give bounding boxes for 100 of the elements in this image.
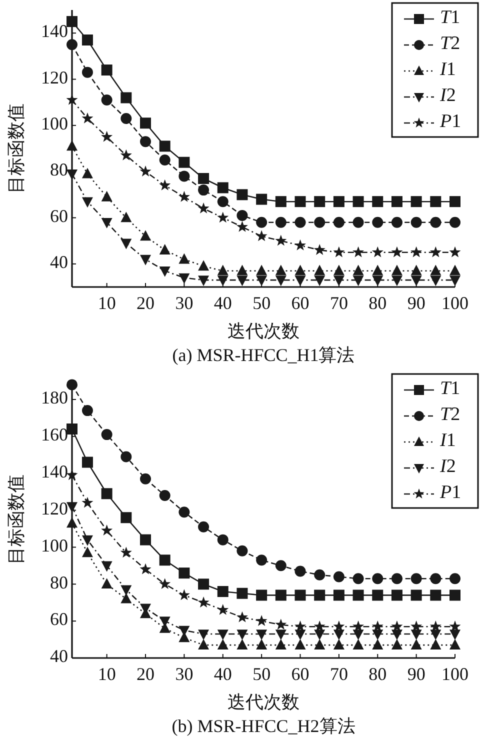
- point: [430, 246, 442, 258]
- point: [275, 560, 286, 572]
- point: [198, 184, 210, 196]
- point: [314, 196, 326, 208]
- x-tick-label: 70: [330, 664, 348, 684]
- x-tick-label: 20: [136, 293, 155, 313]
- point: [450, 216, 460, 228]
- point: [198, 630, 210, 640]
- y-tick-label: 120: [41, 67, 68, 88]
- point: [352, 216, 364, 228]
- point: [450, 630, 460, 640]
- point: [236, 630, 248, 640]
- x-tick-label: 30: [175, 293, 194, 313]
- point: [140, 563, 152, 574]
- y-tick-label: 140: [41, 461, 68, 482]
- x-tick-label: 20: [136, 664, 155, 684]
- point: [391, 216, 402, 228]
- point: [256, 615, 268, 626]
- point: [66, 140, 78, 151]
- point: [275, 264, 286, 276]
- point: [372, 590, 384, 601]
- point: [450, 276, 460, 286]
- point: [66, 16, 78, 28]
- point: [178, 156, 190, 168]
- point: [236, 545, 248, 556]
- point: [217, 182, 228, 194]
- point: [256, 639, 268, 650]
- point: [391, 620, 403, 632]
- point: [333, 620, 345, 632]
- point: [294, 216, 306, 228]
- point: [101, 578, 112, 589]
- point: [449, 620, 461, 632]
- point: [101, 190, 112, 202]
- point: [410, 246, 422, 258]
- point: [236, 276, 248, 286]
- point: [101, 218, 112, 228]
- point: [256, 264, 268, 276]
- point: [410, 620, 422, 632]
- point: [391, 573, 402, 584]
- point: [101, 94, 112, 106]
- point: [352, 264, 364, 276]
- point: [256, 276, 268, 286]
- point: [120, 546, 132, 558]
- point: [236, 639, 248, 650]
- point: [410, 630, 422, 640]
- point: [333, 571, 344, 582]
- x-tick-label: 10: [98, 664, 116, 684]
- point: [120, 92, 132, 104]
- point: [391, 246, 403, 258]
- point: [391, 276, 402, 286]
- point: [294, 566, 306, 577]
- point: [178, 273, 190, 284]
- point: [101, 64, 112, 76]
- point: [333, 264, 344, 276]
- y-tick-label: 100: [41, 535, 68, 556]
- point: [294, 196, 306, 208]
- point: [101, 130, 113, 142]
- y-tick-label: 140: [41, 21, 68, 42]
- point: [314, 264, 326, 276]
- point: [410, 264, 422, 276]
- point: [294, 590, 306, 601]
- point: [82, 405, 93, 416]
- x-tick-label: 60: [291, 664, 310, 684]
- point: [217, 276, 228, 286]
- point: [410, 639, 422, 650]
- point: [314, 244, 326, 255]
- point: [198, 596, 210, 608]
- point: [140, 230, 152, 241]
- x-tick-label: 50: [252, 664, 271, 684]
- point: [82, 546, 93, 558]
- point: [217, 586, 228, 598]
- point: [198, 521, 210, 532]
- x-tick-label: 40: [214, 293, 232, 313]
- point: [372, 639, 384, 650]
- point: [410, 573, 422, 584]
- point: [352, 246, 364, 258]
- legend-label: T2: [440, 404, 460, 426]
- point: [314, 639, 326, 650]
- point: [66, 424, 78, 435]
- point: [256, 194, 268, 205]
- point: [66, 469, 78, 480]
- point: [450, 264, 460, 276]
- point: [140, 166, 152, 176]
- point: [372, 264, 384, 276]
- point: [120, 149, 132, 160]
- point: [159, 490, 170, 501]
- point: [256, 230, 268, 242]
- point: [82, 496, 94, 508]
- legend-label: I2: [439, 456, 456, 478]
- x-tick-label: 60: [291, 293, 310, 313]
- point: [352, 573, 364, 584]
- point: [333, 630, 344, 640]
- y-axis-title: 目标函数值: [6, 474, 26, 564]
- point: [198, 639, 210, 650]
- point: [217, 196, 228, 208]
- point: [82, 34, 93, 46]
- point: [391, 630, 402, 640]
- point: [178, 190, 190, 202]
- point: [372, 573, 384, 584]
- point: [217, 534, 228, 546]
